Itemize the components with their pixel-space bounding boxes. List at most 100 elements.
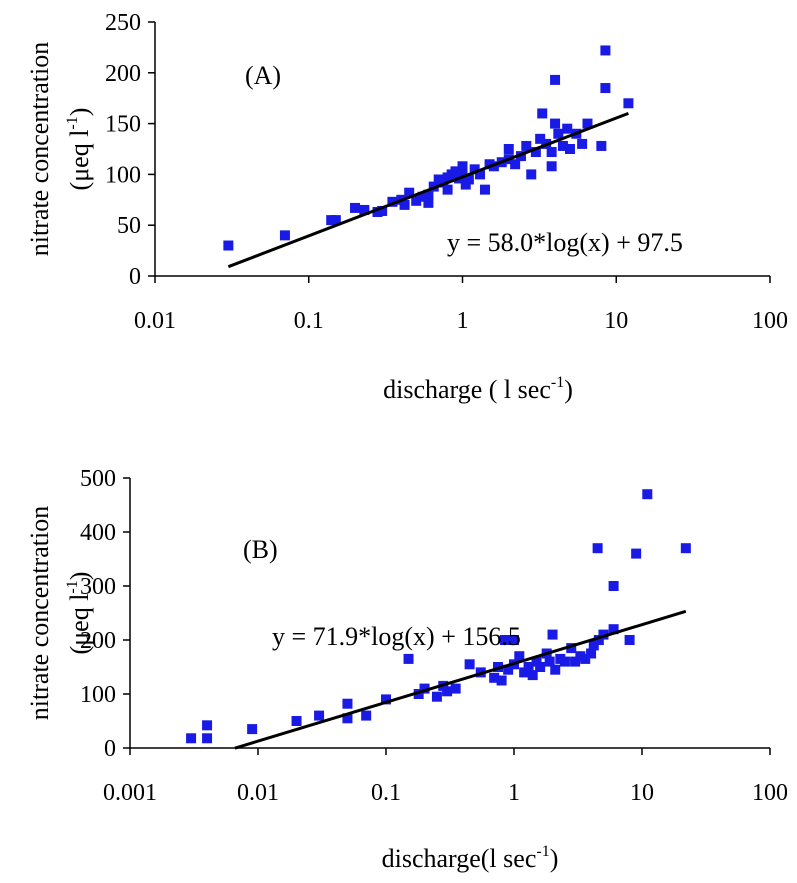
data-point <box>562 123 573 134</box>
data-point <box>457 161 468 172</box>
data-point <box>600 83 611 94</box>
data-point <box>489 672 500 683</box>
data-point <box>463 174 474 185</box>
regression-equation: y = 58.0*log(x) + 97.5 <box>447 228 683 257</box>
data-point <box>624 635 635 645</box>
data-point <box>381 694 391 705</box>
data-point <box>342 698 353 709</box>
data-point <box>588 640 599 651</box>
x-tick-label: 1 <box>457 308 469 334</box>
data-point <box>350 202 361 213</box>
data-point <box>423 189 434 200</box>
data-point <box>550 74 561 85</box>
data-point <box>413 689 424 699</box>
data-point <box>442 184 453 195</box>
x-tick-label: 0.01 <box>134 308 176 334</box>
x-tick-label: 100 <box>752 308 788 334</box>
y-tick-label: 200 <box>80 628 116 654</box>
data-point <box>514 651 525 662</box>
data-point <box>404 187 415 198</box>
data-point <box>431 691 442 702</box>
data-point <box>247 724 258 735</box>
data-point <box>419 683 430 694</box>
y-axis-unit: (μeq l-1) <box>64 108 94 191</box>
data-point <box>519 667 530 678</box>
data-point <box>592 543 603 554</box>
x-axis-label: discharge ( l sec-1) <box>383 374 573 404</box>
x-tick-label: 0.1 <box>294 308 324 334</box>
y-axis-label: nitrate concentration <box>25 506 54 720</box>
chart-panel-b: 0 100 200 300 400 500 0.001 0.01 0.1 1 10 100 (B) y =… <box>25 466 788 873</box>
data-point <box>680 543 691 554</box>
data-point <box>509 635 519 645</box>
data-point <box>387 196 398 207</box>
trend-line <box>234 609 687 750</box>
trend-line <box>227 111 629 269</box>
y-tick-label: 500 <box>80 466 116 492</box>
data-point <box>546 161 557 172</box>
data-point <box>577 138 588 149</box>
data-point <box>475 169 486 180</box>
data-point <box>403 653 414 664</box>
y-tick-label: 150 <box>105 112 141 138</box>
data-point <box>550 664 561 675</box>
data-point <box>596 140 607 151</box>
y-tick-label: 0 <box>129 264 141 290</box>
data-point <box>361 710 372 721</box>
data-point <box>566 643 577 654</box>
data-point <box>223 240 234 251</box>
y-tick-label: 400 <box>80 520 116 546</box>
data-point <box>600 45 611 56</box>
data-point <box>586 648 597 659</box>
data-point <box>499 635 510 645</box>
y-tick-label: 50 <box>117 213 141 239</box>
data-point <box>521 140 532 151</box>
data-point <box>411 195 422 206</box>
data-point <box>527 670 538 681</box>
data-point <box>417 191 428 202</box>
data-point <box>546 147 557 158</box>
data-point <box>342 713 353 724</box>
x-tick-label: 1 <box>508 780 520 806</box>
data-point <box>564 144 575 154</box>
data-point <box>510 159 521 170</box>
data-point <box>450 166 461 177</box>
data-point <box>186 733 197 744</box>
data-point <box>598 629 609 640</box>
data-point <box>544 656 555 667</box>
y-tick-label: 200 <box>105 61 141 87</box>
data-point <box>623 98 634 109</box>
data-point <box>550 118 561 129</box>
data-point <box>469 164 480 175</box>
data-point <box>330 215 341 226</box>
data-point <box>442 686 453 697</box>
data-point <box>593 635 604 645</box>
data-point <box>535 662 546 672</box>
y-tick-label: 100 <box>105 162 141 188</box>
data-point <box>523 662 534 672</box>
data-point <box>279 230 290 241</box>
x-tick-label: 0.01 <box>237 780 279 806</box>
data-point <box>479 184 490 195</box>
data-point <box>608 624 619 635</box>
regression-equation: y = 71.9*log(x) + 156.5 <box>272 622 521 651</box>
data-point <box>582 118 593 129</box>
data-point <box>438 177 449 188</box>
data-point <box>547 629 558 640</box>
data-point <box>359 204 370 215</box>
data-point <box>526 169 537 180</box>
x-tick-label: 10 <box>630 780 654 806</box>
data-point <box>460 179 471 190</box>
y-axis-unit: (μeq l-1) <box>64 572 94 655</box>
data-point <box>531 656 542 667</box>
panel-label: (B) <box>243 535 278 564</box>
data-point <box>642 489 653 500</box>
data-point <box>631 548 642 559</box>
data-point <box>291 716 302 726</box>
data-point <box>530 147 541 158</box>
x-tick-label: 10 <box>604 308 628 334</box>
data-point <box>503 664 514 675</box>
data-point <box>553 128 564 139</box>
data-point <box>457 169 468 180</box>
